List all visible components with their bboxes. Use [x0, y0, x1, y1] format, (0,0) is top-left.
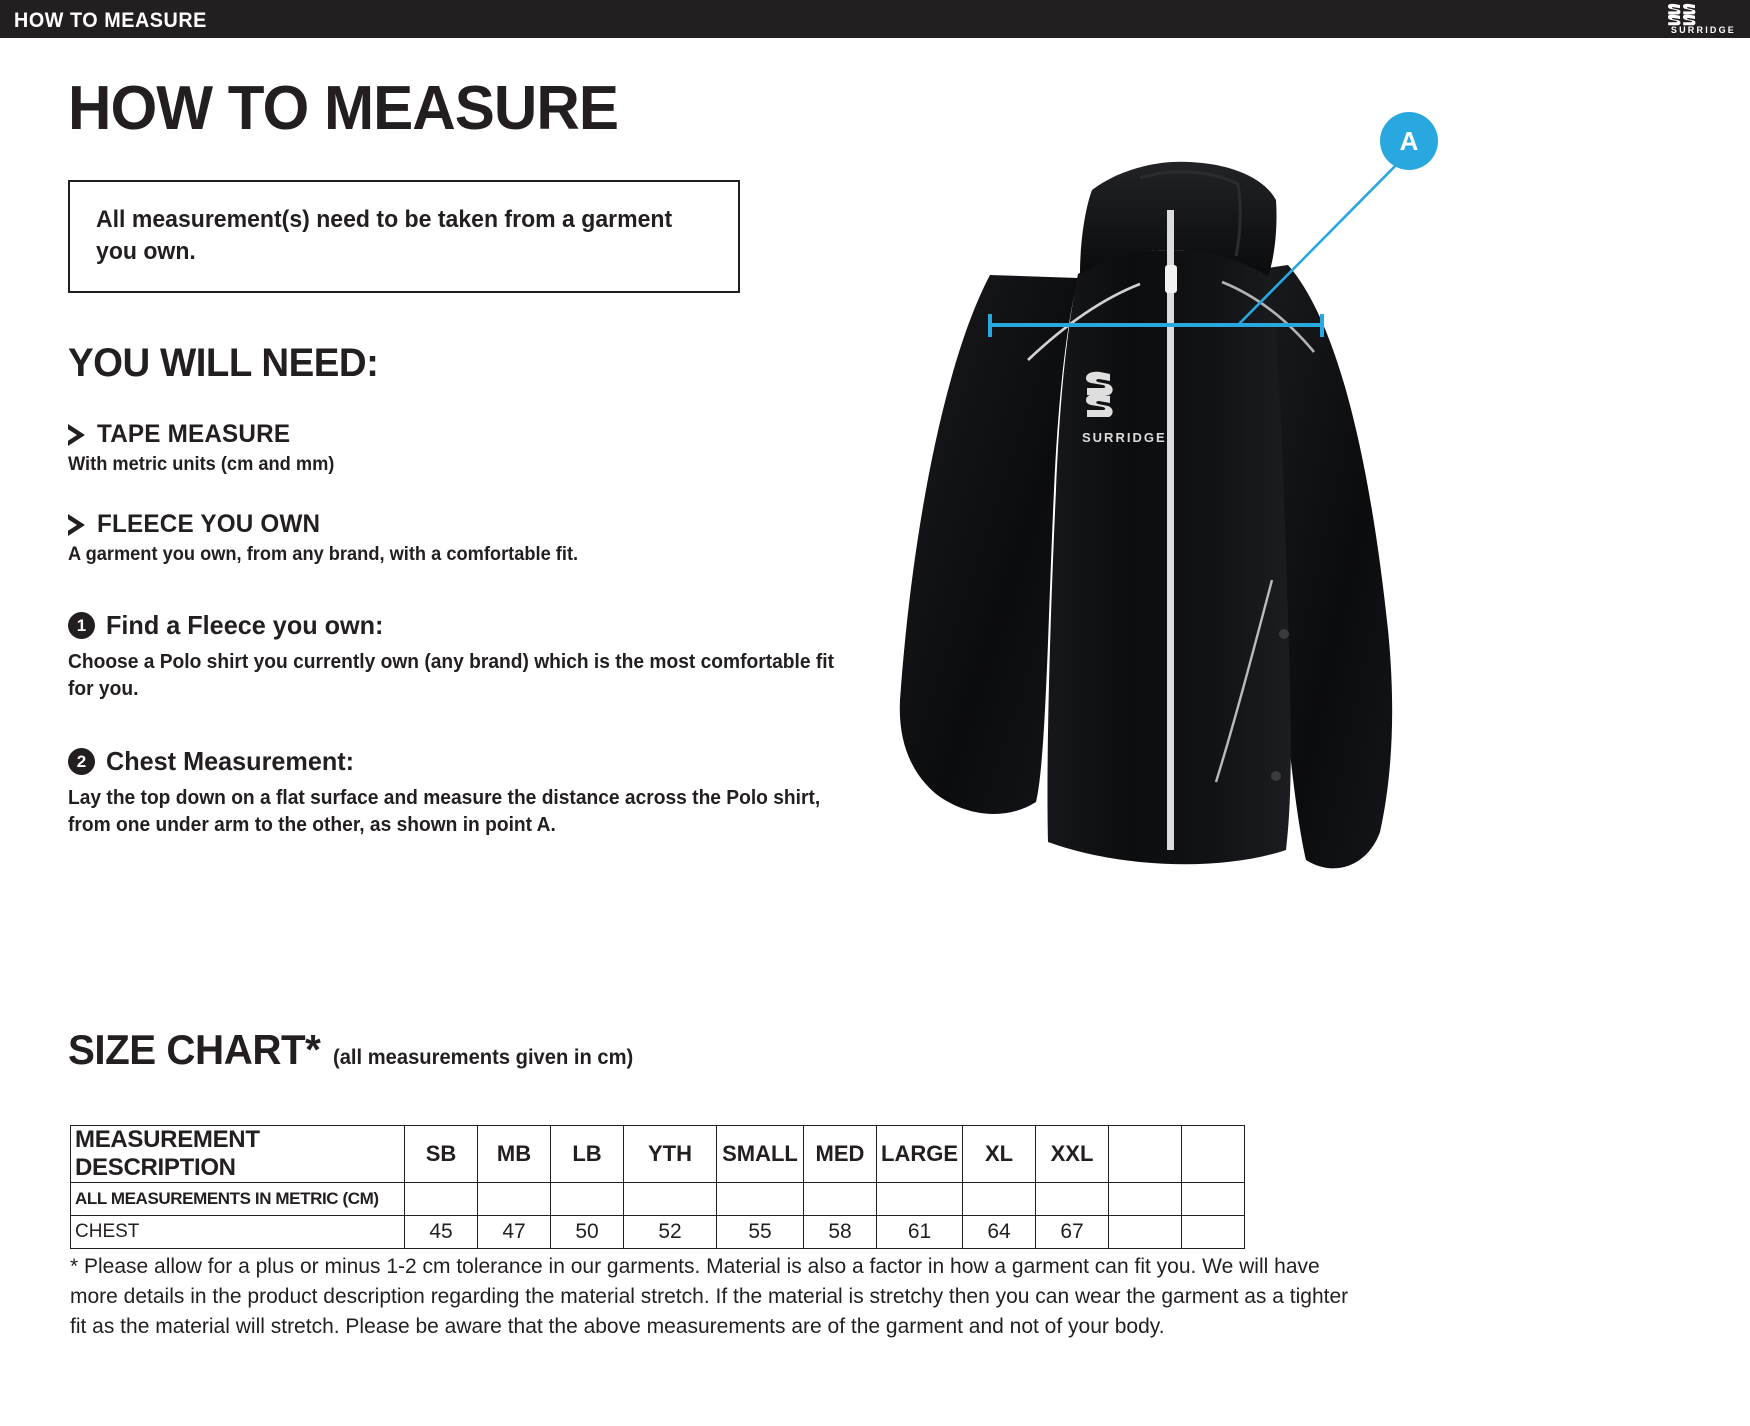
- need-item-header: TAPE MEASURE: [66, 420, 868, 449]
- jacket-zipper: [1167, 210, 1174, 850]
- step-number-badge: 1: [68, 612, 95, 640]
- piping-side: [1214, 579, 1274, 783]
- need-item-fleece: FLEECE YOU OWN A garment you own, from a…: [66, 510, 868, 566]
- cell-chest-blank-1: [1108, 1215, 1182, 1249]
- need-item-title: FLEECE YOU OWN: [97, 510, 321, 539]
- column-header-blank-2: [1181, 1125, 1245, 1183]
- column-header-small: SMALL: [716, 1125, 804, 1183]
- need-item-subtitle: With metric units (cm and mm): [68, 454, 335, 476]
- double-s-logo-icon: [1668, 3, 1696, 26]
- chest-measurement-line: [988, 314, 1324, 337]
- footnote-text: * Please allow for a plus or minus 1-2 c…: [70, 1255, 1349, 1338]
- step-title: Find a Fleece you own:: [106, 610, 384, 641]
- size-chart-heading: SIZE CHART* (all measurements given in c…: [68, 1026, 646, 1074]
- column-header-xl: XL: [962, 1125, 1036, 1183]
- zipper-pull: [1165, 265, 1177, 293]
- pocket-snap-bottom: [1271, 771, 1281, 781]
- product-image: SURRIDGE A: [840, 60, 1520, 940]
- column-header-mb: MB: [477, 1125, 551, 1183]
- need-item-header: FLEECE YOU OWN: [66, 510, 868, 539]
- step-2: 2 Chest Measurement: Lay the top down on…: [68, 746, 868, 838]
- cell: [1108, 1182, 1182, 1216]
- step-title: Chest Measurement:: [106, 746, 355, 777]
- cell: [1035, 1182, 1109, 1216]
- cell-chest-blank-2: [1181, 1215, 1245, 1249]
- column-header-xxl: XXL: [1035, 1125, 1109, 1183]
- chest-logo-print: SURRIDGE: [1082, 371, 1167, 445]
- cell-chest-yth: 52: [623, 1215, 717, 1249]
- fleece-jacket-illustration: SURRIDGE: [899, 154, 1407, 869]
- cell-chest-xxl: 67: [1035, 1215, 1109, 1249]
- you-will-need-heading: YOU WILL NEED:: [68, 341, 379, 386]
- jacket-collar: [1080, 161, 1277, 276]
- size-chart-note: (all measurements given in cm): [332, 1046, 634, 1069]
- table-row: CHEST 45 47 50 52 55 58 61 64 67: [70, 1215, 1245, 1249]
- column-header-med: MED: [803, 1125, 877, 1183]
- table-row: ALL MEASUREMENTS IN METRIC (CM): [70, 1182, 1245, 1216]
- cell-chest-small: 55: [716, 1215, 804, 1249]
- column-header-blank-1: [1108, 1125, 1182, 1183]
- cell: [716, 1182, 804, 1216]
- cell: [623, 1182, 717, 1216]
- step-number-badge: 2: [68, 748, 95, 776]
- column-header-description: MEASUREMENT DESCRIPTION: [70, 1125, 405, 1183]
- brand-logo: SURRIDGE: [1616, 2, 1736, 36]
- cell-chest-mb: 47: [477, 1215, 551, 1249]
- step-body: Choose a Polo shirt you currently own (a…: [68, 651, 834, 700]
- triangle-bullet-icon: [66, 423, 85, 446]
- page-title: HOW TO MEASURE: [68, 74, 619, 143]
- header-title: HOW TO MEASURE: [14, 9, 207, 32]
- cell: [477, 1182, 551, 1216]
- cell-chest-sb: 45: [404, 1215, 478, 1249]
- piping-left: [1027, 282, 1141, 361]
- size-chart-title: SIZE CHART*: [68, 1026, 321, 1073]
- top-header-bar: HOW TO MEASURE SURRIDGE: [0, 0, 1750, 38]
- need-item-tape-measure: TAPE MEASURE With metric units (cm and m…: [66, 420, 868, 476]
- cell: [876, 1182, 963, 1216]
- cell: [550, 1182, 624, 1216]
- column-header-sb: SB: [404, 1125, 478, 1183]
- cell: [1181, 1182, 1245, 1216]
- pocket-snap-top: [1279, 629, 1289, 639]
- cell-chest-xl: 64: [962, 1215, 1036, 1249]
- triangle-bullet-icon: [66, 513, 85, 536]
- cell-chest-lb: 50: [550, 1215, 624, 1249]
- collar-inner-edge: [1139, 170, 1242, 257]
- measurement-note-text: All measurement(s) need to be taken from…: [96, 206, 673, 265]
- row-label-chest: CHEST: [70, 1215, 405, 1249]
- column-header-yth: YTH: [623, 1125, 717, 1183]
- step-body: Lay the top down on a flat surface and m…: [68, 787, 821, 836]
- need-item-title: TAPE MEASURE: [97, 420, 291, 449]
- cell-chest-med: 58: [803, 1215, 877, 1249]
- column-header-large: LARGE: [876, 1125, 963, 1183]
- row-label-units: ALL MEASUREMENTS IN METRIC (CM): [70, 1182, 405, 1216]
- brand-wordmark: SURRIDGE: [1670, 25, 1736, 35]
- size-chart-table: MEASUREMENT DESCRIPTION SB MB LB YTH SMA…: [70, 1125, 1245, 1249]
- jacket-left-sleeve: [899, 275, 1078, 814]
- measurement-note-box: All measurement(s) need to be taken from…: [68, 180, 740, 294]
- step-header: 1 Find a Fleece you own:: [68, 610, 868, 641]
- svg-text:SURRIDGE: SURRIDGE: [1082, 430, 1167, 445]
- cell-chest-large: 61: [876, 1215, 963, 1249]
- cell: [404, 1182, 478, 1216]
- table-header-row: MEASUREMENT DESCRIPTION SB MB LB YTH SMA…: [70, 1125, 1245, 1183]
- left-content-column: HOW TO MEASURE All measurement(s) need t…: [66, 74, 868, 838]
- step-1: 1 Find a Fleece you own: Choose a Polo s…: [68, 610, 868, 702]
- cell: [803, 1182, 877, 1216]
- need-item-subtitle: A garment you own, from any brand, with …: [68, 544, 579, 566]
- piping-right: [1221, 280, 1315, 353]
- step-header: 2 Chest Measurement:: [68, 746, 868, 777]
- cell: [962, 1182, 1036, 1216]
- callout-marker-a: A: [1380, 112, 1438, 170]
- column-header-lb: LB: [550, 1125, 624, 1183]
- callout-leader-line: [1237, 154, 1407, 326]
